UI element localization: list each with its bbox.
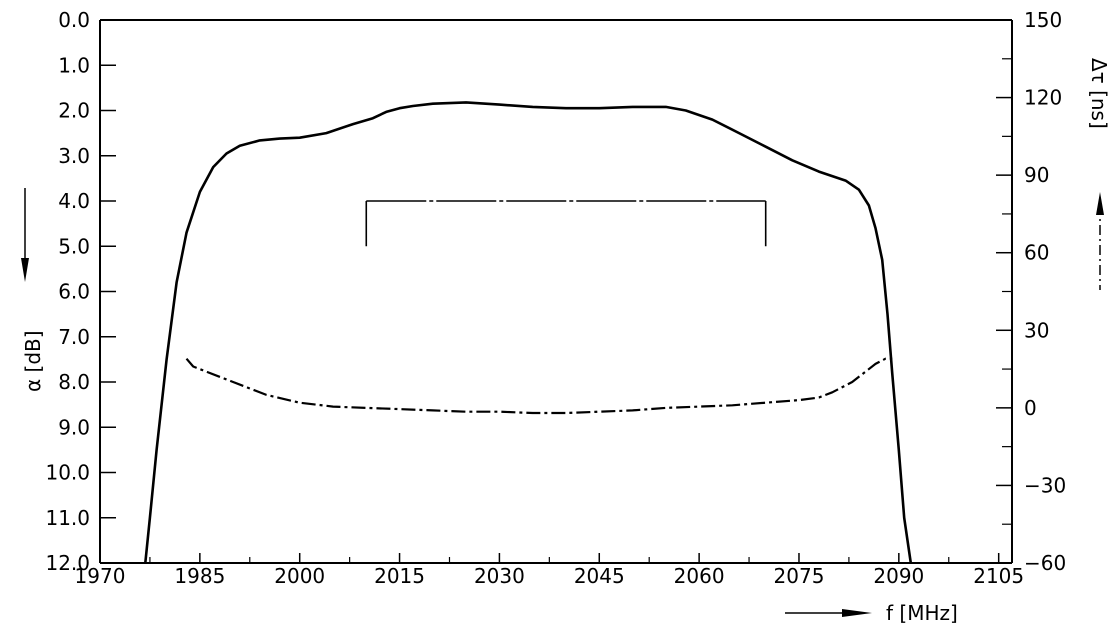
x-tick-label: 1970	[75, 564, 126, 588]
left-tick-label: 11.0	[45, 506, 90, 530]
tick-marks	[99, 19, 1012, 564]
annotation-bracket	[365, 200, 767, 247]
right-tick-label: 30	[1024, 318, 1049, 342]
left-tick-label: 4.0	[58, 189, 90, 213]
x-axis-title: f [MHz]	[785, 601, 958, 625]
x-tick-label: 2045	[574, 564, 625, 588]
left-axis-title: α [dB]	[21, 188, 45, 392]
left-tick-label: 5.0	[58, 234, 90, 258]
x-tick-label: 2030	[474, 564, 525, 588]
series-layer	[144, 101, 913, 564]
right-tick-label: 0	[1024, 396, 1037, 420]
x-axis-title-text: f [MHz]	[886, 601, 958, 625]
right-axis-arrow-icon	[1096, 192, 1104, 215]
x-tick-label: 2090	[873, 564, 924, 588]
x-tick-label: 2075	[774, 564, 825, 588]
left-tick-label: 3.0	[58, 144, 90, 168]
left-tick-label: 10.0	[45, 461, 90, 485]
right-tick-label: −30	[1024, 473, 1066, 497]
x-tick-label: 2000	[274, 564, 325, 588]
left-tick-label: 9.0	[58, 415, 90, 439]
right-tick-label: 120	[1024, 86, 1062, 110]
tick-labels: 1970 1985 2000 2015 2030 2045 2060 2075 2090 2105…	[45, 8, 1066, 588]
right-tick-label: −60	[1024, 551, 1066, 575]
left-axis-arrow-icon	[21, 258, 29, 282]
x-tick-label: 2060	[674, 564, 725, 588]
left-tick-label: 1.0	[58, 53, 90, 77]
left-tick-label: 6.0	[58, 280, 90, 304]
left-tick-label: 0.0	[58, 8, 90, 32]
plot-frame	[99, 19, 1013, 564]
delay-series-line	[185, 357, 893, 415]
x-axis-arrow-icon	[842, 609, 872, 617]
x-tick-label: 2105	[973, 564, 1024, 588]
x-tick-label: 2015	[374, 564, 425, 588]
right-tick-label: 150	[1024, 8, 1062, 32]
left-tick-label: 2.0	[58, 99, 90, 123]
left-tick-label: 7.0	[58, 325, 90, 349]
left-tick-label: 8.0	[58, 370, 90, 394]
left-axis-title-text: α [dB]	[21, 330, 45, 392]
right-axis-title: Δτ [ns]	[1087, 58, 1111, 290]
right-tick-label: 90	[1024, 163, 1049, 187]
right-axis-title-text: Δτ [ns]	[1087, 58, 1111, 129]
attenuation-series-line	[144, 101, 913, 564]
x-tick-label: 1985	[174, 564, 225, 588]
right-tick-label: 60	[1024, 241, 1049, 265]
left-tick-label: 12.0	[45, 551, 90, 575]
